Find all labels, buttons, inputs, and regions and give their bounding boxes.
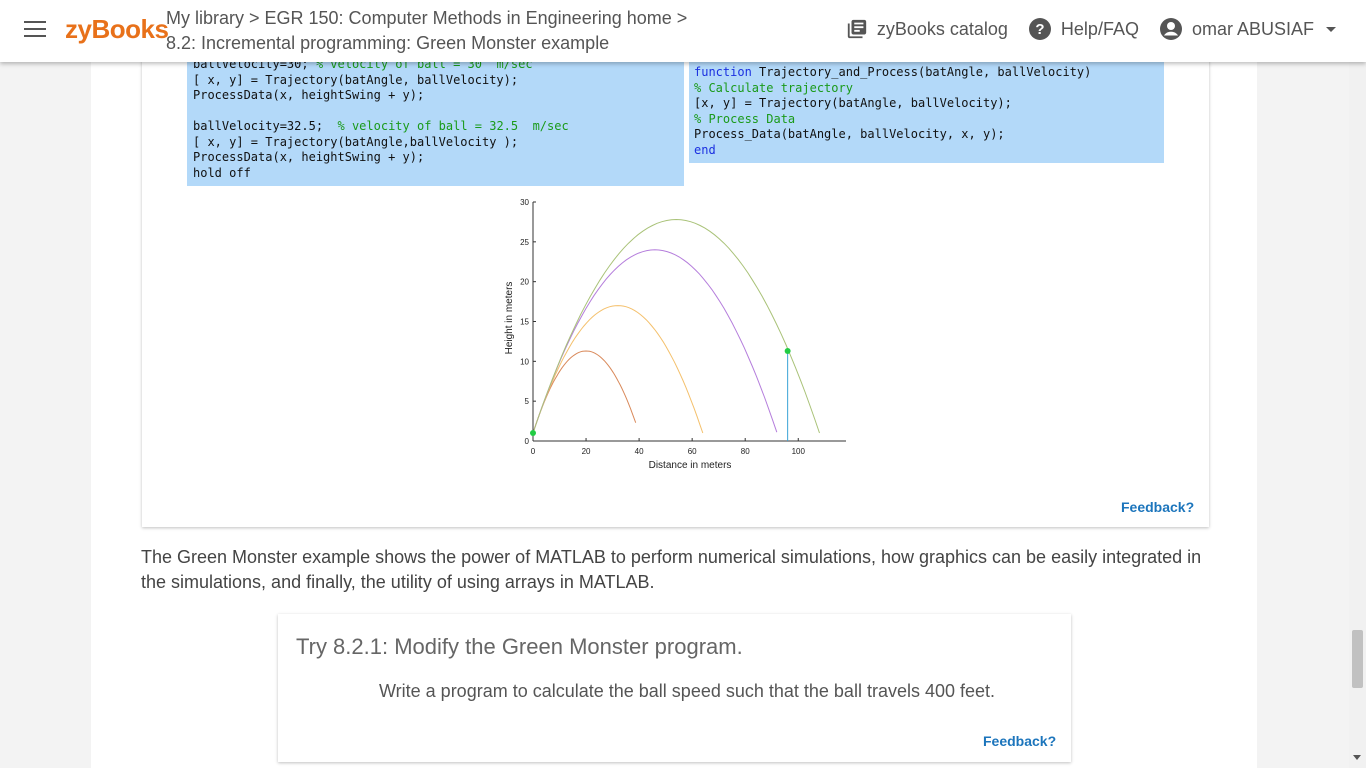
- feedback-link[interactable]: Feedback?: [983, 733, 1057, 749]
- svg-text:?: ?: [1035, 21, 1044, 38]
- code-keyword: function: [694, 65, 752, 79]
- menu-icon[interactable]: [24, 21, 46, 39]
- y-tick-label: 25: [520, 238, 529, 247]
- trajectory-line: [532, 218, 820, 434]
- try-card: Try 8.2.1: Modify the Green Monster prog…: [278, 614, 1071, 762]
- y-tick-label: 5: [525, 397, 530, 406]
- try-title: Try 8.2.1: Modify the Green Monster prog…: [296, 634, 743, 659]
- catalog-link[interactable]: zyBooks catalog: [846, 18, 1008, 40]
- y-tick-label: 20: [520, 278, 529, 287]
- breadcrumb-current: 8.2: Incremental programming: Green Mons…: [166, 33, 610, 53]
- x-tick-label: 80: [741, 447, 750, 456]
- user-name: omar ABUSIAF: [1191, 18, 1314, 39]
- scrollbar-thumb[interactable]: [1352, 630, 1363, 688]
- code-comment: % Calculate trajectory: [694, 80, 853, 95]
- zybooks-logo[interactable]: zyBooks: [65, 14, 169, 44]
- code-comment: % velocity of ball = 32.5 m/sec: [337, 119, 569, 133]
- code-block-calls: ballVelocity=30; % velocity of ball = 30…: [187, 57, 684, 186]
- code-line: hold off: [193, 165, 251, 180]
- help-icon: ?: [1028, 18, 1051, 40]
- library-books-icon: [847, 19, 867, 39]
- code-line: [ x, y] = Trajectory(batAngle, ballVeloc…: [193, 72, 519, 87]
- summary-paragraph: The Green Monster example shows the powe…: [141, 547, 1202, 592]
- code-line: ballVelocity=32.5;: [193, 119, 324, 133]
- account-icon: [1159, 18, 1182, 40]
- code-line: ProcessData(x, heightSwing + y);: [193, 88, 425, 102]
- feedback-link[interactable]: Feedback?: [1121, 499, 1195, 515]
- scrollbar[interactable]: [1349, 62, 1366, 768]
- code-block-function: function Trajectory_and_Process(batAngle…: [689, 57, 1164, 163]
- y-tick-label: 10: [520, 357, 529, 366]
- trajectory-line: [532, 305, 704, 434]
- chevron-down-icon[interactable]: [1326, 26, 1336, 32]
- code-line: Trajectory_and_Process(batAngle, ballVel…: [751, 65, 1092, 79]
- user-menu[interactable]: omar ABUSIAF: [1159, 17, 1336, 41]
- chart-xlabel: Distance in meters: [649, 460, 732, 471]
- data-marker: [530, 430, 536, 437]
- code-keyword: end: [694, 142, 716, 157]
- code-line: [ x, y] = Trajectory(batAngle,ballVeloci…: [193, 134, 519, 149]
- scroll-down-arrow[interactable]: [1353, 755, 1361, 760]
- help-label: Help/FAQ: [1060, 18, 1139, 39]
- code-line: ProcessData(x, heightSwing + y);: [193, 150, 425, 164]
- y-tick-label: 30: [520, 198, 529, 207]
- x-tick-label: 40: [635, 447, 644, 456]
- x-tick-label: 20: [582, 447, 591, 456]
- top-bar: zyBooks My library > EGR 150: Computer M…: [0, 0, 1366, 62]
- breadcrumb-path[interactable]: My library > EGR 150: Computer Methods i…: [166, 8, 688, 28]
- catalog-label: zyBooks catalog: [876, 18, 1008, 39]
- try-body: Write a program to calculate the ball sp…: [379, 681, 996, 701]
- trajectory-line: [532, 350, 637, 434]
- breadcrumb: My library > EGR 150: Computer Methods i…: [166, 6, 687, 56]
- data-marker: [784, 347, 791, 354]
- y-tick-label: 0: [525, 437, 530, 446]
- code-line: Process_Data(batAngle, ballVelocity, x, …: [694, 127, 1005, 141]
- x-tick-label: 100: [792, 447, 806, 456]
- x-tick-label: 0: [531, 447, 536, 456]
- trajectory-chart: 0 20 40 60 80 100 0 5 10 15 20 25 30 Distance in met…: [504, 198, 846, 471]
- trajectory-line: [532, 249, 778, 434]
- code-line: [x, y] = Trajectory(batAngle, ballVeloci…: [694, 96, 1012, 110]
- chart-ylabel: Height in meters: [504, 282, 515, 355]
- x-tick-label: 60: [688, 447, 697, 456]
- y-tick-label: 15: [520, 318, 529, 327]
- help-link[interactable]: ? Help/FAQ: [1028, 17, 1139, 41]
- code-comment: % Process Data: [694, 111, 796, 126]
